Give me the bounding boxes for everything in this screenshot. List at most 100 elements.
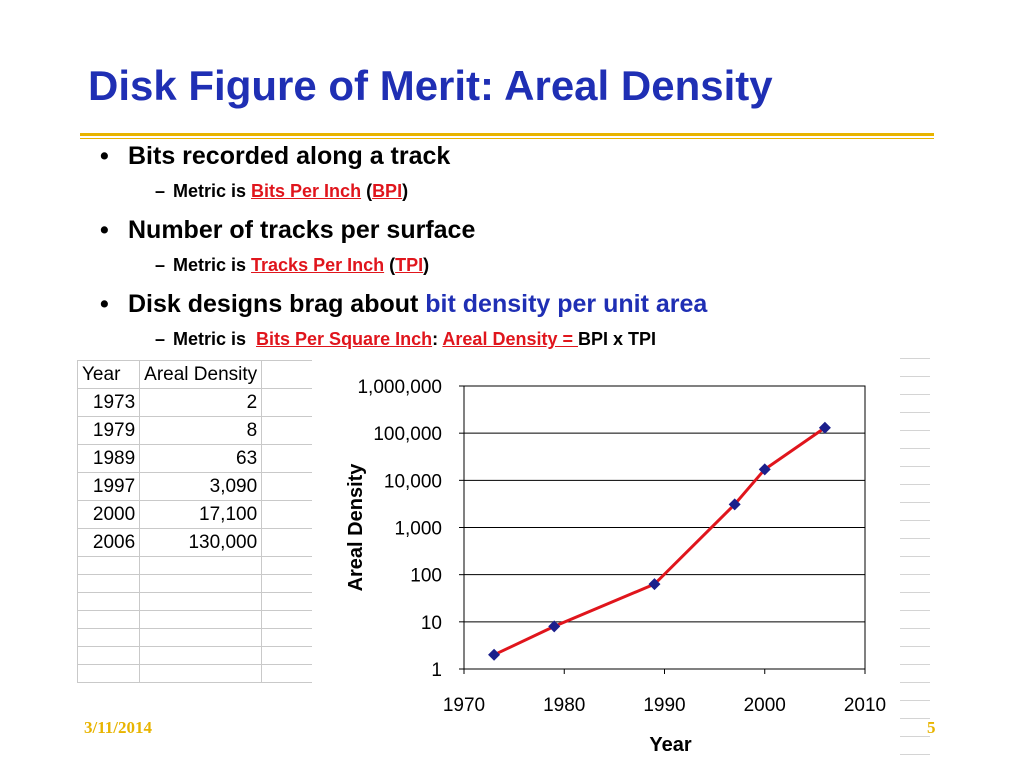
cell-density: 3,090 (139, 472, 263, 501)
gridline (900, 574, 930, 575)
table-row: 2000 17,100 (77, 500, 330, 529)
series-line (493, 426, 826, 657)
cell-density: 8 (139, 416, 263, 445)
gridline (900, 412, 930, 413)
y-tick-label: 1,000 (394, 519, 442, 540)
cell-density: 130,000 (139, 528, 263, 557)
x-tick-label: 2010 (844, 695, 886, 716)
table-header-row: Year Areal Density (77, 360, 330, 389)
gridline (900, 358, 930, 359)
table-row: 1997 3,090 (77, 472, 330, 501)
paren-close: ) (423, 255, 430, 275)
slide-title: Disk Figure of Merit: Areal Density (88, 62, 773, 109)
subbullet-tpi: – Metric is Tracks Per Inch (TPI) (155, 255, 429, 276)
bullet-text: Number of tracks per surface (128, 216, 476, 244)
subbullet-prefix: Metric is (173, 181, 252, 201)
cell-year: 1997 (77, 472, 141, 501)
page-number: 5 (927, 718, 936, 737)
formula-text: BPI x TPI (578, 329, 657, 349)
gridline (900, 592, 930, 593)
cell-year: 2000 (77, 500, 141, 529)
footer-date: 3/11/2014 (84, 718, 153, 737)
dash-icon: – (155, 181, 166, 201)
gridline (900, 484, 930, 485)
gridline (900, 736, 930, 737)
table-row: 1973 2 (77, 388, 330, 417)
empty-row (77, 574, 330, 593)
gridline (900, 718, 930, 719)
gridline (900, 664, 930, 665)
header-areal-density: Areal Density (139, 360, 263, 389)
gridline (900, 628, 930, 629)
y-tick-label: 1,000,000 (357, 377, 442, 398)
cell-density: 2 (139, 388, 263, 417)
gridline (900, 466, 930, 467)
bullet-dot-icon: • (100, 142, 109, 170)
dash-icon: – (155, 329, 166, 349)
gridline (900, 448, 930, 449)
gridline (900, 502, 930, 503)
link-tracks-per-inch[interactable]: Tracks Per Inch (251, 255, 385, 275)
bullet-disk-designs: • Disk designs brag about bit density per… (100, 290, 707, 319)
y-axis-label: Areal Density (345, 463, 367, 592)
link-bits-per-inch[interactable]: Bits Per Inch (251, 181, 362, 201)
empty-row (77, 628, 330, 647)
link-tpi[interactable]: TPI (395, 255, 424, 275)
y-tick-label: 10,000 (384, 471, 442, 492)
table-row: 1979 8 (77, 416, 330, 445)
equals-sign: = (557, 329, 578, 349)
empty-cell (139, 574, 263, 593)
sheet-gridlines-right (900, 358, 930, 768)
empty-row (77, 556, 330, 575)
paren-open: ( (361, 181, 373, 201)
y-tick-label: 1 (431, 660, 442, 681)
empty-cell (77, 610, 141, 629)
gridline (900, 646, 930, 647)
gridline (900, 556, 930, 557)
y-tick-label: 10 (421, 613, 442, 634)
empty-cell (139, 628, 263, 647)
empty-cell (77, 628, 141, 647)
empty-cell (77, 646, 141, 665)
cell-density: 63 (139, 444, 263, 473)
empty-row (77, 610, 330, 629)
cell-year: 1989 (77, 444, 141, 473)
header-year: Year (77, 360, 141, 389)
x-tick-label: 1980 (543, 695, 585, 716)
link-areal-density[interactable]: Areal Density (442, 329, 558, 349)
empty-row (77, 592, 330, 611)
paren-open: ( (384, 255, 396, 275)
empty-cell (77, 592, 141, 611)
cell-density: 17,100 (139, 500, 263, 529)
gridline (900, 754, 930, 755)
gridline (900, 376, 930, 377)
y-tick-label: 100,000 (373, 424, 442, 445)
link-bits-per-square-inch[interactable]: Bits Per Square Inch (256, 329, 433, 349)
x-tick-label: 1970 (443, 695, 485, 716)
link-bpi[interactable]: BPI (372, 181, 403, 201)
empty-cell (139, 664, 263, 683)
data-point (818, 421, 831, 434)
bullet-dot-icon: • (100, 216, 109, 244)
paren-close: ) (402, 181, 409, 201)
subbullet-prefix: Metric is (173, 255, 252, 275)
gridline (900, 610, 930, 611)
bullet-text: Bits recorded along a track (128, 142, 451, 170)
cell-year: 1973 (77, 388, 141, 417)
gridline (900, 394, 930, 395)
empty-cell (139, 610, 263, 629)
table-row: 1989 63 (77, 444, 330, 473)
cell-year: 1979 (77, 416, 141, 445)
empty-cell (77, 664, 141, 683)
gridline (900, 682, 930, 683)
bullet-highlight: bit density per unit area (425, 290, 708, 318)
subbullet-areal: – Metric is Bits Per Square Inch: Areal D… (155, 329, 656, 350)
empty-row (77, 646, 330, 665)
title-rule (80, 133, 934, 136)
bullet-text: Disk designs brag about (128, 290, 426, 318)
data-point (728, 498, 741, 511)
gridline (900, 700, 930, 701)
x-tick-label: 2000 (744, 695, 786, 716)
dash-icon: – (155, 255, 166, 275)
subbullet-bpi: – Metric is Bits Per Inch (BPI) (155, 181, 408, 202)
